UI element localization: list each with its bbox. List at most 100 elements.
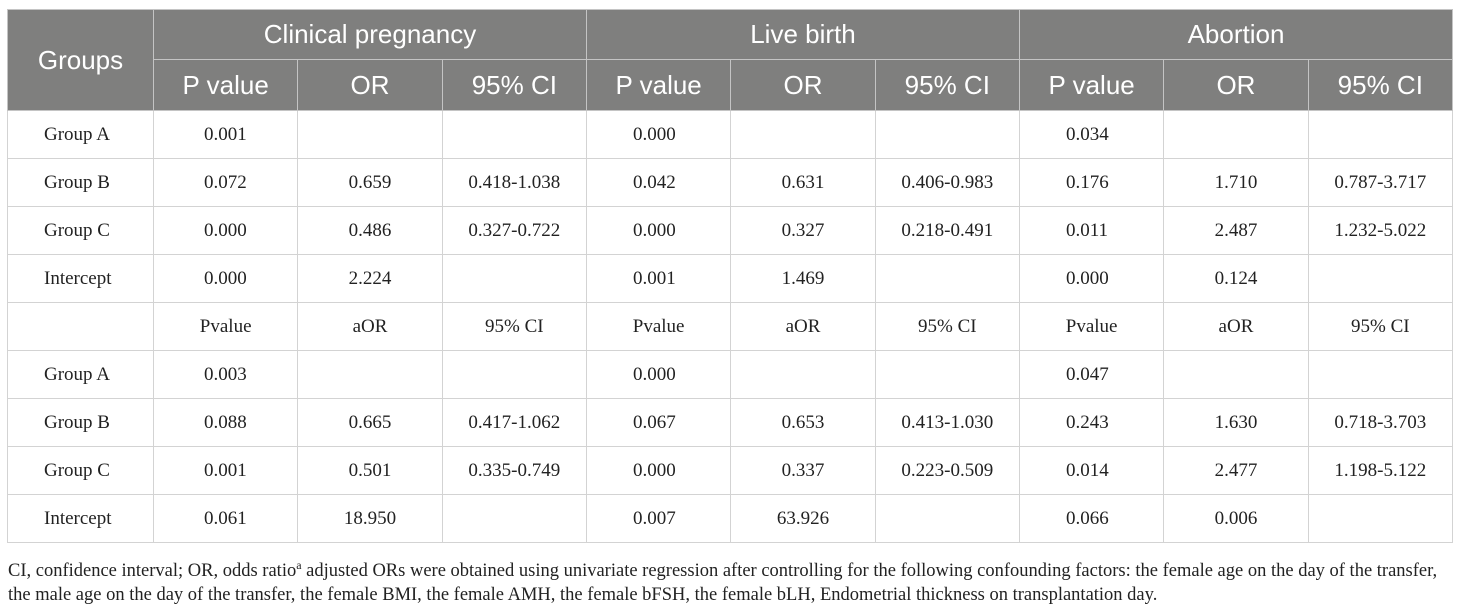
or-cell: 0.653: [730, 398, 876, 447]
p-value-cell: 0.176: [1018, 158, 1165, 207]
group-label: Group A: [7, 350, 154, 399]
p-value-cell: 0.000: [585, 350, 732, 399]
adjusted-subheader-cell: 95% CI: [1307, 302, 1454, 351]
ci-cell: [1307, 110, 1454, 159]
or-cell: 0.337: [730, 446, 876, 495]
or-cell: 0.631: [730, 158, 876, 207]
p-value-cell: 0.011: [1018, 206, 1165, 255]
ci-cell: 0.413-1.030: [874, 398, 1020, 447]
or-cell: 0.665: [297, 398, 443, 447]
p-value-cell: 0.000: [1018, 254, 1165, 303]
footnote-text: CI, confidence interval; OR, odds ratio: [8, 561, 297, 582]
ci-cell: 0.218-0.491: [874, 206, 1020, 255]
ci-cell: [441, 110, 587, 159]
empty-group-cell: [7, 302, 154, 351]
group-label: Group C: [7, 206, 154, 255]
abortion-header: Abortion: [1018, 9, 1454, 60]
or-cell: 0.006: [1163, 494, 1309, 543]
ci-cell: [441, 350, 587, 399]
results-table-container: Groups Clinical pregnancy Live birth Abo…: [7, 9, 1454, 543]
table-row: Group A 0.003 0.000 0.047: [7, 350, 1454, 399]
ci-cell: [874, 254, 1020, 303]
live-birth-header: Live birth: [585, 9, 1020, 60]
ci-cell: 0.335-0.749: [441, 446, 587, 495]
adjusted-subheader-cell: Pvalue: [152, 302, 299, 351]
p-value-cell: 0.000: [152, 206, 299, 255]
table-row: Group B 0.088 0.665 0.417-1.062 0.067 0.653 0.…: [7, 398, 1454, 447]
ci-cell: [441, 494, 587, 543]
table-row: Group C 0.000 0.486 0.327-0.722 0.000 0.327 0.…: [7, 206, 1454, 255]
or-cell: [1163, 350, 1309, 399]
adjusted-subheader-cell: Pvalue: [585, 302, 732, 351]
table-row: Intercept 0.061 18.950 0.007 63.926 0.066 0.00…: [7, 494, 1454, 543]
or-cell: [1163, 110, 1309, 159]
or-cell: 2.224: [297, 254, 443, 303]
table-footnote: CI, confidence interval; OR, odds ratioa…: [8, 553, 1456, 607]
p-value-cell: 0.000: [585, 206, 732, 255]
table-body: Group A 0.001 0.000 0.034 Group B 0.072 0.659 0…: [7, 110, 1454, 543]
p-value-cell: 0.001: [152, 446, 299, 495]
p-value-cell: 0.000: [585, 446, 732, 495]
adjusted-subheader-row: Pvalue aOR 95% CI Pvalue aOR 95% CI Pvalue aOR 9…: [7, 302, 1454, 351]
group-label: Group C: [7, 446, 154, 495]
ci-cell: 0.787-3.717: [1307, 158, 1454, 207]
p-value-cell: 0.088: [152, 398, 299, 447]
p-value-cell: 0.042: [585, 158, 732, 207]
p-value-cell: 0.243: [1018, 398, 1165, 447]
or-cell: 0.124: [1163, 254, 1309, 303]
or-cell: 0.486: [297, 206, 443, 255]
or-cell: 1.469: [730, 254, 876, 303]
or-cell: [730, 350, 876, 399]
p-value-cell: 0.067: [585, 398, 732, 447]
p-value-cell: 0.061: [152, 494, 299, 543]
p-value-cell: 0.014: [1018, 446, 1165, 495]
p-value-cell: 0.072: [152, 158, 299, 207]
or-cell: [730, 110, 876, 159]
or-header: OR: [1163, 59, 1309, 111]
or-header: OR: [297, 59, 443, 111]
p-value-cell: 0.001: [585, 254, 732, 303]
or-cell: [297, 110, 443, 159]
table-row: Group B 0.072 0.659 0.418-1.038 0.042 0.631 0.…: [7, 158, 1454, 207]
group-label: Intercept: [7, 254, 154, 303]
regression-results-table: Groups Clinical pregnancy Live birth Abo…: [7, 9, 1454, 543]
or-cell: 18.950: [297, 494, 443, 543]
ci-header: 95% CI: [1307, 59, 1454, 111]
ci-cell: [1307, 350, 1454, 399]
ci-cell: [1307, 494, 1454, 543]
or-cell: 63.926: [730, 494, 876, 543]
groups-header: Groups: [7, 9, 154, 111]
ci-cell: [441, 254, 587, 303]
ci-cell: 1.198-5.122: [1307, 446, 1454, 495]
ci-cell: [874, 350, 1020, 399]
ci-header: 95% CI: [441, 59, 587, 111]
ci-cell: 0.417-1.062: [441, 398, 587, 447]
group-label: Group A: [7, 110, 154, 159]
or-cell: 1.710: [1163, 158, 1309, 207]
footnote-text-continued: adjusted ORs were obtained using univari…: [8, 561, 1438, 606]
or-cell: 0.501: [297, 446, 443, 495]
adjusted-subheader-cell: 95% CI: [441, 302, 587, 351]
footnote-superscript: a: [296, 558, 302, 572]
p-value-cell: 0.000: [585, 110, 732, 159]
adjusted-subheader-cell: aOR: [730, 302, 876, 351]
table-row: Intercept 0.000 2.224 0.001 1.469 0.000 0.124: [7, 254, 1454, 303]
ci-cell: [874, 494, 1020, 543]
p-value-cell: 0.001: [152, 110, 299, 159]
p-value-cell: 0.000: [152, 254, 299, 303]
or-header: OR: [730, 59, 876, 111]
p-value-cell: 0.034: [1018, 110, 1165, 159]
ci-cell: 0.223-0.509: [874, 446, 1020, 495]
or-cell: [297, 350, 443, 399]
ci-cell: 0.406-0.983: [874, 158, 1020, 207]
ci-cell: 0.418-1.038: [441, 158, 587, 207]
table-row: Group A 0.001 0.000 0.034: [7, 110, 1454, 159]
ci-cell: [1307, 254, 1454, 303]
or-cell: 2.477: [1163, 446, 1309, 495]
clinical-pregnancy-header: Clinical pregnancy: [153, 9, 587, 60]
p-value-cell: 0.007: [585, 494, 732, 543]
adjusted-subheader-cell: Pvalue: [1018, 302, 1165, 351]
p-value-header: P value: [585, 59, 732, 111]
or-cell: 1.630: [1163, 398, 1309, 447]
adjusted-subheader-cell: aOR: [297, 302, 443, 351]
